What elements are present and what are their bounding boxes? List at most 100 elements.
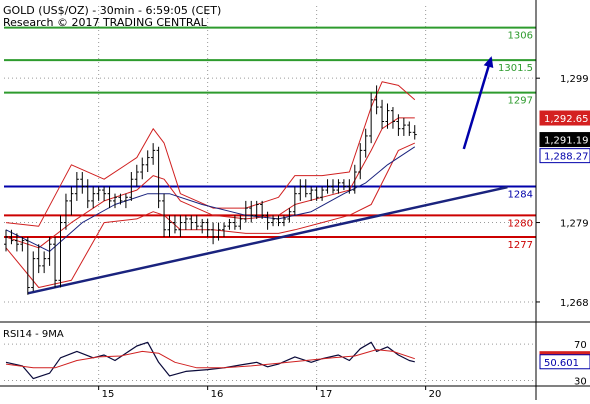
ohlc-bar (189, 215, 194, 230)
ohlc-bar (363, 128, 368, 158)
ohlc-bar (276, 215, 281, 227)
ohlc-bar (9, 229, 14, 245)
ohlc-bar (211, 222, 216, 245)
ohlc-bar (74, 172, 79, 201)
ohlc-bar (107, 186, 112, 209)
price-tag (539, 110, 590, 126)
ohlc-bar (178, 215, 183, 237)
ohlc-bar (390, 107, 395, 129)
projection-arrow-head (483, 56, 494, 68)
ohlc-bar (309, 186, 314, 201)
ohlc-bar (292, 186, 297, 216)
ohlc-bar (20, 236, 25, 252)
ohlc-bar (140, 157, 145, 180)
ohlc-bar (113, 193, 117, 209)
level-label: 1277 (508, 240, 533, 251)
ohlc-bar (287, 208, 292, 223)
ohlc-bar (347, 179, 352, 194)
ohlc-bar (200, 218, 205, 234)
ohlc-bar (4, 229, 8, 252)
ohlc-bar (216, 222, 221, 241)
ohlc-bar (271, 215, 276, 227)
ohlc-bar (314, 186, 319, 201)
ohlc-bar (63, 193, 68, 230)
ohlc-bar (249, 200, 254, 223)
ohlc-bar (243, 200, 248, 223)
ohlc-bar (118, 193, 123, 205)
ohlc-bar (80, 172, 85, 194)
ohlc-bar (325, 179, 330, 194)
price-tag (539, 148, 590, 164)
bollinger-middle-line (5, 117, 415, 249)
ohlc-bar (172, 215, 177, 234)
ohlc-bar (151, 143, 156, 165)
ohlc-bar (123, 193, 128, 209)
ohlc-bar (31, 251, 36, 292)
ohlc-bar (134, 164, 139, 187)
ohlc-bar (232, 215, 237, 230)
moving-average-line (5, 146, 416, 252)
ohlc-bar (42, 251, 47, 274)
time-tick-label: 17 (320, 389, 333, 400)
ohlc-bar (36, 244, 41, 274)
ohlc-bar (260, 200, 265, 219)
time-tick-label: 15 (102, 389, 115, 400)
ohlc-bar (341, 179, 346, 191)
trendline (27, 185, 508, 295)
ohlc-bar (352, 164, 357, 194)
rsi-tick-label: 30 (574, 376, 587, 387)
projection-arrow (462, 57, 493, 150)
ohlc-bar (162, 193, 167, 237)
ohlc-bar (205, 218, 210, 237)
ohlc-bar (320, 186, 325, 201)
rsi-tag-label: 50.601 (544, 358, 579, 369)
level-label: 1297 (508, 96, 533, 107)
rsi-tick-label: 70 (574, 340, 587, 351)
ohlc-bar (369, 92, 374, 144)
ohlc-bar (156, 146, 161, 209)
ohlc-bar (281, 215, 286, 227)
level-label: 1301.5 (498, 63, 533, 74)
ohlc-bar (238, 215, 243, 230)
ohlc-bar (265, 211, 270, 230)
ohlc-bar (194, 215, 199, 230)
ohlc-bar (145, 150, 150, 173)
ohlc-bar (358, 143, 363, 180)
level-label: 1280 (508, 218, 533, 229)
ohlc-bar (69, 186, 74, 216)
ohlc-bar (183, 215, 188, 230)
ohlc-bar (25, 236, 30, 295)
level-label: 1284 (508, 189, 533, 200)
ohlc-bar (396, 114, 401, 136)
ohlc-bar (102, 186, 107, 201)
ohlc-bar (167, 215, 172, 237)
ohlc-bar (254, 200, 259, 219)
ohlc-bar (58, 215, 63, 288)
rsi-panel-title: RSI14 - 9MA (3, 329, 64, 340)
ohlc-bar (401, 117, 406, 136)
ohlc-bar (227, 218, 232, 230)
ohlc-bar (47, 236, 52, 266)
chart-subtitle: Research © 2017 TRADING CENTRAL (3, 16, 208, 29)
price-tag-label: 1,288.27 (544, 152, 589, 163)
ohlc-bar (96, 186, 101, 201)
ohlc-bar (85, 179, 90, 209)
rsi-ma-line (5, 349, 415, 369)
ohlc-bar (303, 179, 308, 198)
price-tag-label: 1,291.19 (544, 136, 589, 147)
ohlc-bar (298, 179, 303, 201)
price-tick-label: 1,299 (560, 74, 589, 85)
ohlc-bar (129, 172, 134, 201)
price-tag (539, 132, 590, 148)
time-tick-label: 16 (211, 389, 224, 400)
ohlc-bar (222, 222, 226, 237)
ohlc-bar (331, 179, 335, 194)
ohlc-bar (374, 85, 379, 115)
chart-title: GOLD (US$/OZ) - 30min - 6:59:05 (CET) (3, 4, 221, 17)
ohlc-bar (385, 103, 390, 129)
price-tick-label: 1,268 (560, 298, 589, 309)
ohlc-bar (336, 179, 341, 194)
level-label: 1306 (508, 31, 533, 42)
ohlc-bar (53, 236, 58, 288)
